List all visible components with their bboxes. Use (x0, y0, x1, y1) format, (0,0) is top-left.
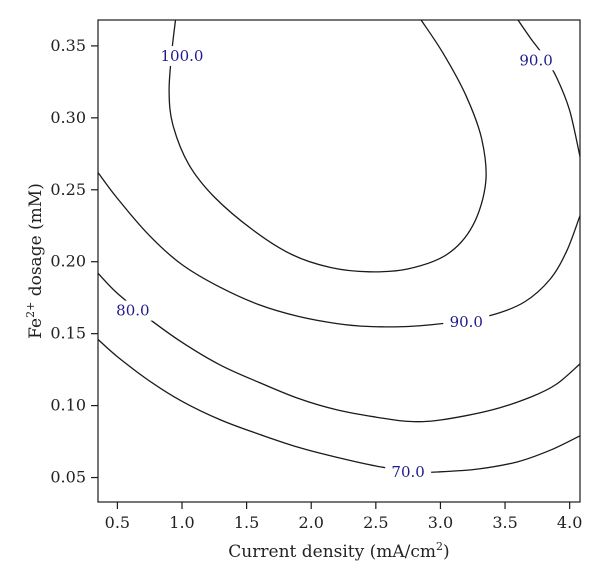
contour-line (97, 172, 581, 328)
contour-line (168, 19, 487, 273)
contour-label: 80.0 (116, 302, 149, 320)
contour-label-background (385, 461, 432, 482)
y-tick-label: 0.15 (50, 324, 86, 343)
x-tick-label: 4.0 (557, 513, 582, 532)
contour-line (97, 272, 581, 423)
contour-label: 90.0 (450, 313, 483, 331)
y-tick-label: 0.35 (50, 36, 86, 55)
x-axis-title: Current density (mA/cm2) (228, 540, 449, 562)
contour-labels: 100.0 90.0 90.0 80.0 70.0 (109, 45, 560, 482)
y-tick-label: 0.30 (50, 108, 86, 127)
contour-label: 100.0 (161, 47, 204, 65)
y-axis-title: Fe2+ dosage (mM) (24, 183, 46, 339)
x-tick-label: 2.0 (298, 513, 323, 532)
y-tick-label: 0.10 (50, 396, 86, 415)
contour-label-background (443, 312, 490, 333)
contour-line (97, 338, 581, 473)
x-tick-label: 3.5 (492, 513, 517, 532)
x-tick-label: 1.0 (169, 513, 194, 532)
x-tick-label: 2.5 (363, 513, 388, 532)
contour-label-background (109, 300, 156, 321)
y-tick-label: 0.25 (50, 180, 86, 199)
y-tick-label: 0.20 (50, 252, 86, 271)
contour-lines (97, 19, 581, 473)
y-axis: 0.05 0.10 0.15 0.20 0.25 0.30 0.35 (50, 36, 98, 487)
y-tick-label: 0.05 (50, 468, 86, 487)
x-tick-label: 0.5 (105, 513, 130, 532)
plot-frame (97, 19, 581, 503)
contour-label: 90.0 (519, 51, 552, 69)
x-tick-label: 1.5 (234, 513, 259, 532)
contour-label-background (513, 50, 560, 71)
contour-label: 70.0 (391, 463, 424, 481)
contour-label-background (158, 45, 205, 66)
x-tick-label: 3.0 (428, 513, 453, 532)
contour-line (517, 19, 581, 157)
x-axis: 0.5 1.0 1.5 2.0 2.5 3.0 3.5 4.0 (105, 502, 582, 532)
